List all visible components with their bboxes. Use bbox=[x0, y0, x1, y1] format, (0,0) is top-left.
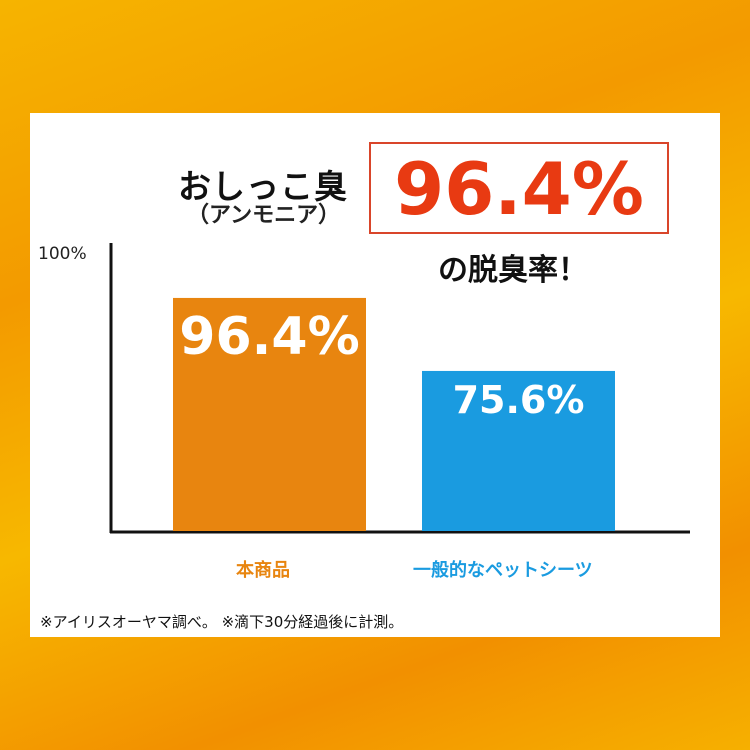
headline-highlight: 96.4% bbox=[369, 142, 669, 234]
bar-1 bbox=[422, 370, 615, 531]
y-tick-label: 100% bbox=[38, 244, 87, 264]
data-label-0: 96.4% bbox=[179, 307, 359, 367]
headline-line2: （アンモニア） bbox=[187, 203, 341, 228]
footnote: ※アイリスオーヤマ調べ。 ※滴下30分経過後に計測。 bbox=[40, 613, 404, 631]
data-label-1: 75.6% bbox=[453, 378, 585, 422]
headline-line1: おしっこ臭 bbox=[178, 167, 348, 206]
category-label-generic: 一般的なペットシーツ bbox=[413, 560, 593, 581]
category-label-product: 本商品 bbox=[236, 560, 290, 581]
headline-line3: の脱臭率！ bbox=[438, 253, 588, 288]
bar-0 bbox=[173, 297, 366, 531]
